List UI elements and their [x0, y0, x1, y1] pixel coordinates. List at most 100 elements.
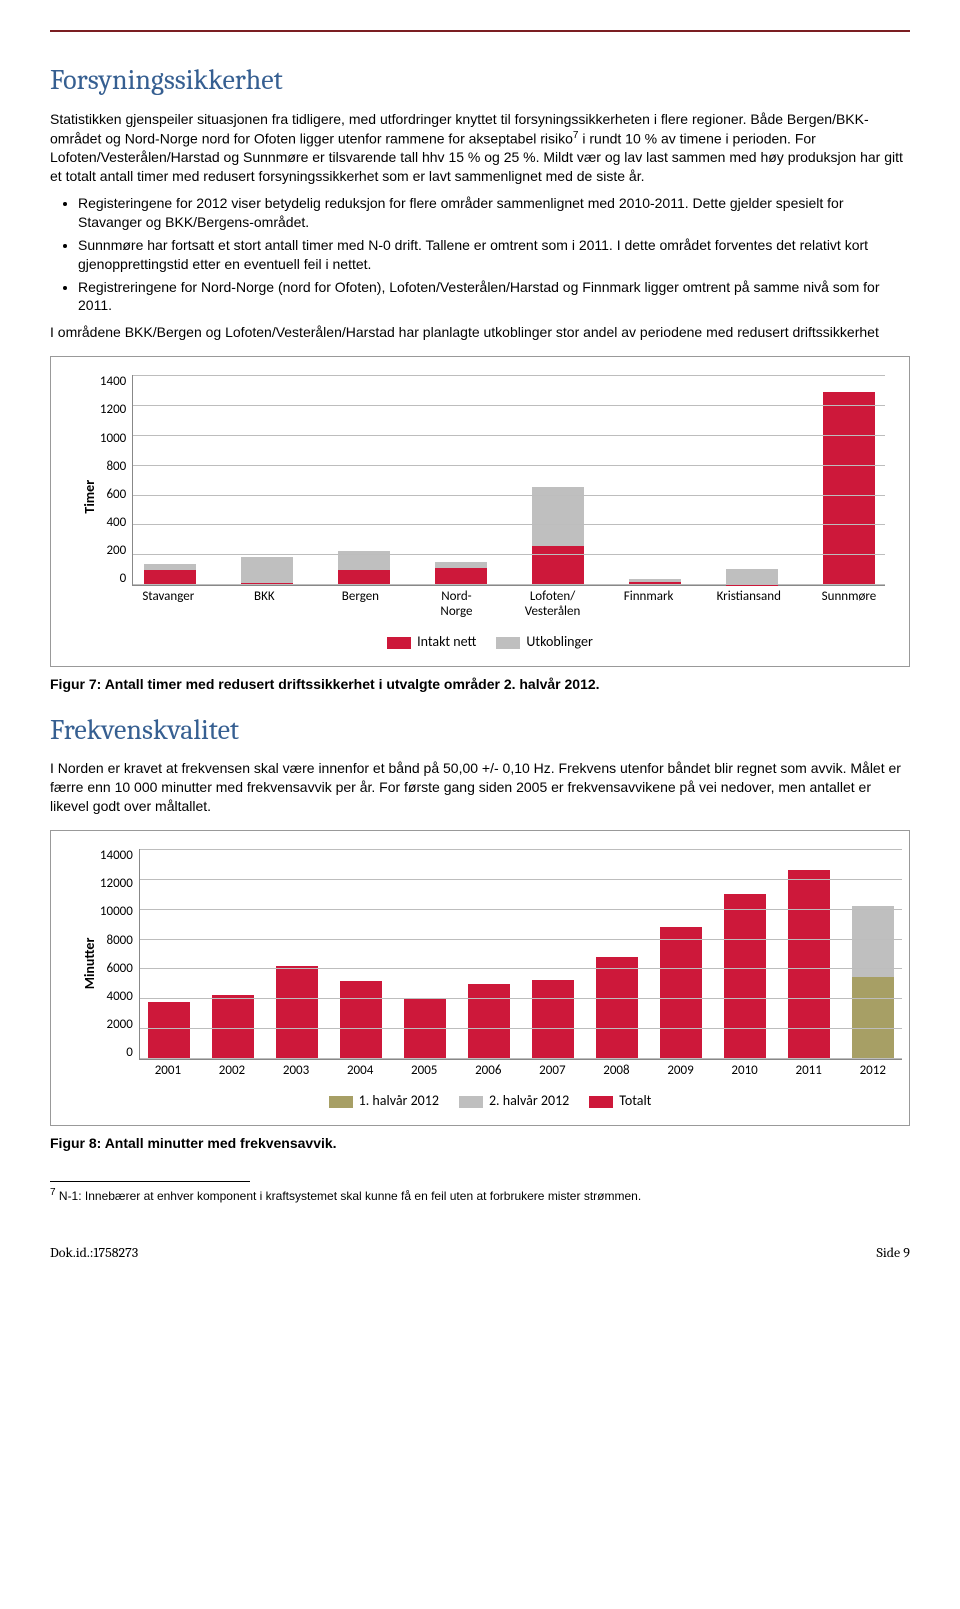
chart2-bar-column — [724, 894, 766, 1059]
y-tick: 0 — [120, 572, 127, 585]
chart1-segment — [435, 568, 487, 585]
chart2-bar-column — [468, 984, 510, 1059]
footer-right: Side 9 — [877, 1244, 910, 1263]
section1-after-bullets: I områdene BKK/Bergen og Lofoten/Vesterå… — [50, 323, 910, 342]
x-tick: Kristiansand — [717, 590, 781, 619]
y-tick: 600 — [106, 488, 126, 501]
x-tick: 2006 — [467, 1064, 509, 1078]
chart1-segment — [726, 569, 778, 585]
bullet-item: Sunnmøre har fortsatt et stort antall ti… — [78, 236, 910, 274]
chart2-y-label: Minutter — [75, 849, 100, 1078]
x-tick: 2011 — [788, 1064, 830, 1078]
chart2-segment — [724, 894, 766, 1059]
chart1-segment — [629, 582, 681, 585]
chart2-bar — [148, 1002, 190, 1059]
y-tick: 1400 — [100, 375, 126, 388]
y-tick: 10000 — [100, 905, 133, 918]
chart1-gridlines — [133, 375, 885, 585]
chart2-legend: 1. halvår 20122. halvår 2012Totalt — [75, 1092, 885, 1111]
chart2-segment — [532, 980, 574, 1060]
chart2-bar — [404, 998, 446, 1060]
chart2-segment — [148, 1002, 190, 1059]
x-tick: BKK — [236, 590, 292, 619]
footnote-text: N-1: Innebærer at enhver komponent i kra… — [56, 1189, 642, 1203]
chart1-bar-column — [529, 487, 586, 585]
legend-label: Utkoblinger — [526, 633, 592, 650]
chart1-bar-column — [723, 569, 780, 586]
footnote: 7 N-1: Innebærer at enhver komponent i k… — [50, 1186, 910, 1204]
section2-heading: Frekvenskvalitet — [50, 712, 910, 750]
y-tick: 14000 — [100, 849, 133, 862]
bullet-item: Registeringene for 2012 viser betydelig … — [78, 194, 910, 232]
chart1-segment — [241, 583, 293, 585]
chart1-bar-column — [335, 551, 392, 586]
chart2-bar-column — [276, 966, 318, 1059]
y-tick: 0 — [126, 1046, 133, 1059]
chart2-bar — [660, 927, 702, 1059]
chart2-bar — [340, 981, 382, 1059]
y-tick: 800 — [106, 460, 126, 473]
chart2-area: Minutter14000120001000080006000400020000… — [75, 849, 885, 1078]
chart1-plot-wrap: Stavanger BKK Bergen Nord-Norge Lofoten/Vest… — [132, 375, 885, 619]
chart1-bar — [629, 579, 681, 585]
chart2-plot — [139, 849, 902, 1060]
chart2-bar-column — [340, 981, 382, 1059]
chart1-bar — [435, 562, 487, 585]
chart1-bar-column — [432, 562, 489, 585]
chart1-segment — [338, 570, 390, 585]
chart1-bar-column — [626, 579, 683, 585]
x-tick: 2003 — [275, 1064, 317, 1078]
chart1-area: Timer1400120010008006004002000StavangerB… — [75, 375, 885, 619]
chart1-segment — [532, 546, 584, 585]
y-tick: 200 — [106, 544, 126, 557]
chart1-plot — [132, 375, 885, 586]
y-tick: 8000 — [106, 934, 132, 947]
chart2-bar — [532, 980, 574, 1060]
x-tick: Stavanger — [140, 590, 196, 619]
chart2-bar-column — [788, 870, 830, 1059]
legend-swatch — [496, 637, 520, 649]
chart2-x-ticks: 2001200220032004200520062007200820092010… — [139, 1060, 902, 1078]
legend-swatch — [387, 637, 411, 649]
chart1-bar-column — [141, 564, 198, 585]
chart1-segment — [823, 392, 875, 586]
chart1-bar — [823, 392, 875, 586]
chart2-bar — [596, 957, 638, 1059]
legend-swatch — [459, 1096, 483, 1108]
chart1-legend: Intakt nettUtkoblinger — [75, 633, 885, 652]
chart1-segment — [241, 557, 293, 583]
chart2-segment — [788, 870, 830, 1059]
x-tick: Finnmark — [621, 590, 677, 619]
chart1-bar — [338, 551, 390, 586]
chart2-bar — [724, 894, 766, 1059]
legend-label: Totalt — [619, 1092, 651, 1109]
chart1-bar — [532, 487, 584, 585]
chart2-bar-column — [532, 980, 574, 1060]
x-tick: Bergen — [332, 590, 388, 619]
x-tick: Sunnmøre — [821, 590, 877, 619]
section1-intro: Statistikken gjenspeiler situasjonen fra… — [50, 110, 910, 186]
x-tick: 2002 — [211, 1064, 253, 1078]
x-tick: Lofoten/Vesterålen — [525, 590, 581, 619]
chart1-y-label: Timer — [75, 375, 100, 619]
chart2-bar-column — [148, 1002, 190, 1059]
chart2-segment — [212, 995, 254, 1060]
x-tick: 2010 — [724, 1064, 766, 1078]
footnote-rule — [50, 1181, 250, 1182]
chart1-container: Timer1400120010008006004002000StavangerB… — [50, 356, 910, 666]
chart1-segment — [726, 585, 778, 586]
chart2-bar — [468, 984, 510, 1059]
chart1-bar — [241, 557, 293, 586]
x-tick: 2009 — [659, 1064, 701, 1078]
chart2-segment — [660, 927, 702, 1059]
chart2-bar-column — [852, 906, 894, 1059]
chart1-segment — [338, 551, 390, 571]
chart2-container: Minutter14000120001000080006000400020000… — [50, 830, 910, 1126]
x-tick: Nord-Norge — [428, 590, 484, 619]
y-tick: 1000 — [100, 432, 126, 445]
y-tick: 4000 — [106, 990, 132, 1003]
y-tick: 1200 — [100, 403, 126, 416]
top-rule — [50, 30, 910, 32]
y-tick: 12000 — [100, 877, 133, 890]
x-tick: 2007 — [531, 1064, 573, 1078]
